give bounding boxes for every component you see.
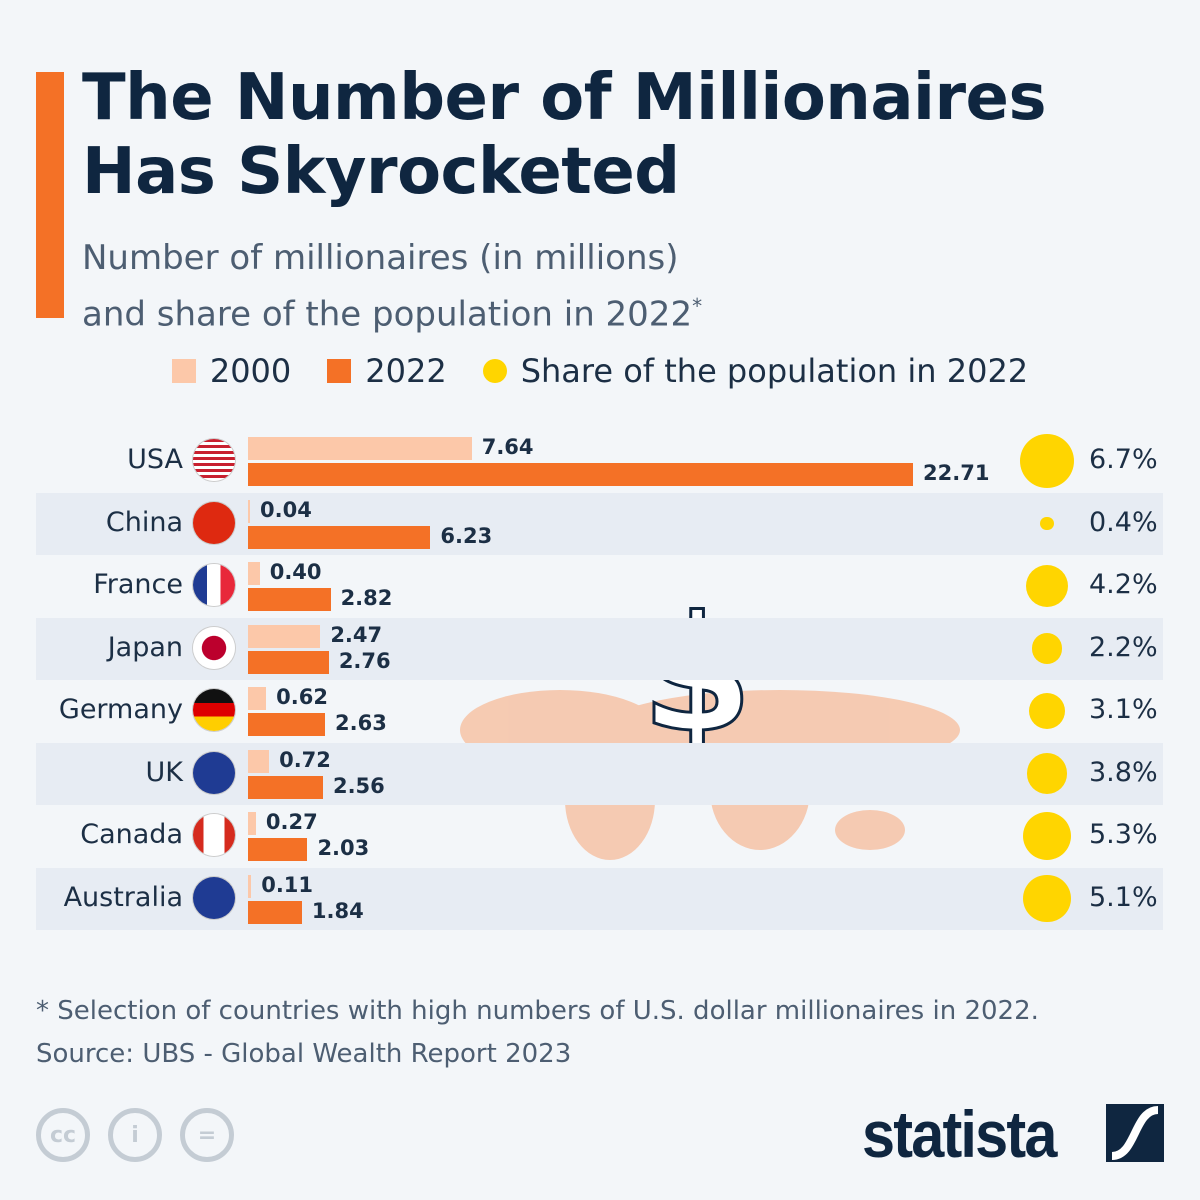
value-label-2022: 2.63 — [335, 711, 387, 735]
value-label-2022: 2.82 — [340, 586, 393, 610]
bar-2022 — [248, 525, 431, 549]
share-bubble — [1025, 564, 1069, 608]
value-label-2022: 1.84 — [311, 898, 364, 923]
category-label: France — [93, 569, 183, 600]
value-label-2000: 7.64 — [481, 435, 534, 459]
value-label-2022: 2.03 — [317, 836, 370, 860]
bar-2000 — [248, 624, 321, 648]
value-label-2000: 0.11 — [261, 872, 314, 897]
category-label: Canada — [80, 819, 183, 850]
share-bubble — [1031, 633, 1063, 664]
value-label-2022: 2.56 — [332, 773, 385, 798]
cc-license-icon[interactable]: cc — [36, 1108, 90, 1162]
value-label-2000: 0.04 — [260, 497, 312, 522]
category-label: USA — [127, 444, 183, 475]
statista-logo[interactable]: statista — [862, 1097, 1057, 1171]
japan-flag-icon — [193, 626, 235, 669]
accent-bar — [36, 72, 64, 318]
category-label: China — [105, 506, 183, 538]
value-label-2000: 0.40 — [269, 560, 322, 584]
uk-flag-icon — [193, 751, 235, 794]
value-label-2000: 0.62 — [276, 685, 328, 709]
subtitle-asterisk: * — [692, 294, 703, 318]
source: Source: UBS - Global Wealth Report 2023 — [36, 1039, 572, 1069]
bar-2000 — [248, 687, 267, 710]
subtitle: Number of millionaires (in millions) and … — [82, 234, 702, 338]
category-label: UK — [145, 756, 183, 788]
share-label: 5.1% — [1089, 881, 1158, 913]
france-flag-icon — [193, 564, 235, 606]
germany-flag-icon — [193, 689, 235, 731]
share-label: 3.1% — [1089, 694, 1158, 725]
share-bubble — [1040, 516, 1054, 531]
category-label: Japan — [107, 631, 183, 663]
category-label: Australia — [63, 881, 183, 913]
category-label: Germany — [58, 694, 183, 725]
share-bubble — [1020, 434, 1074, 488]
page-title: The Number of Millionaires Has Skyrocket… — [82, 61, 1047, 209]
legend-item-2000: 2000 — [171, 352, 291, 390]
subtitle-line-1: Number of millionaires (in millions) — [82, 238, 679, 278]
share-label: 3.8% — [1089, 756, 1158, 788]
legend: 2000 2022 Share of the population in 202… — [0, 352, 1200, 390]
bar-2022 — [248, 463, 913, 486]
attribution-icon[interactable]: i — [108, 1108, 162, 1162]
bar-2000 — [248, 874, 252, 898]
australia-flag-icon — [193, 876, 235, 919]
footnotes: * Selection of countries with high numbe… — [36, 990, 1039, 1076]
no-derivatives-icon[interactable]: = — [180, 1108, 234, 1162]
bar-2000 — [248, 812, 256, 835]
bar-2022 — [248, 588, 331, 611]
share-bubble — [1026, 753, 1068, 794]
bar-2022 — [248, 900, 302, 924]
value-label-2022: 6.23 — [440, 523, 493, 548]
footnote: * Selection of countries with high numbe… — [36, 996, 1039, 1026]
share-label: 0.4% — [1089, 506, 1158, 538]
china-flag-icon — [193, 501, 235, 544]
share-bubble — [1028, 692, 1066, 730]
bar-2000 — [248, 499, 250, 523]
value-label-2022: 2.76 — [338, 648, 391, 673]
share-label: 2.2% — [1089, 631, 1158, 663]
legend-item-2022: 2022 — [327, 352, 447, 390]
share-label: 4.2% — [1089, 569, 1158, 600]
value-label-2000: 0.72 — [279, 747, 331, 772]
value-label-2000: 0.27 — [265, 810, 318, 834]
bar-2000 — [248, 749, 270, 773]
us-flag-icon — [193, 439, 235, 481]
share-label: 5.3% — [1089, 819, 1158, 850]
value-label-2022: 22.71 — [923, 461, 990, 485]
bar-2022 — [248, 775, 323, 799]
share-label: 6.7% — [1089, 444, 1158, 475]
legend-item-share: Share of the population in 2022 — [482, 352, 1028, 390]
share-bubble — [1022, 811, 1071, 860]
value-label-2000: 2.47 — [330, 622, 383, 647]
statista-logo-mark-icon — [1106, 1104, 1164, 1162]
bar-2022 — [248, 713, 325, 736]
canada-flag-icon — [193, 814, 235, 856]
share-bubble — [1023, 874, 1071, 923]
bar-2000 — [248, 437, 472, 460]
subtitle-line-2: and share of the population in 2022 — [82, 294, 693, 335]
bar-2022 — [248, 650, 329, 674]
bar-2000 — [248, 562, 260, 585]
bar-2022 — [248, 838, 308, 861]
